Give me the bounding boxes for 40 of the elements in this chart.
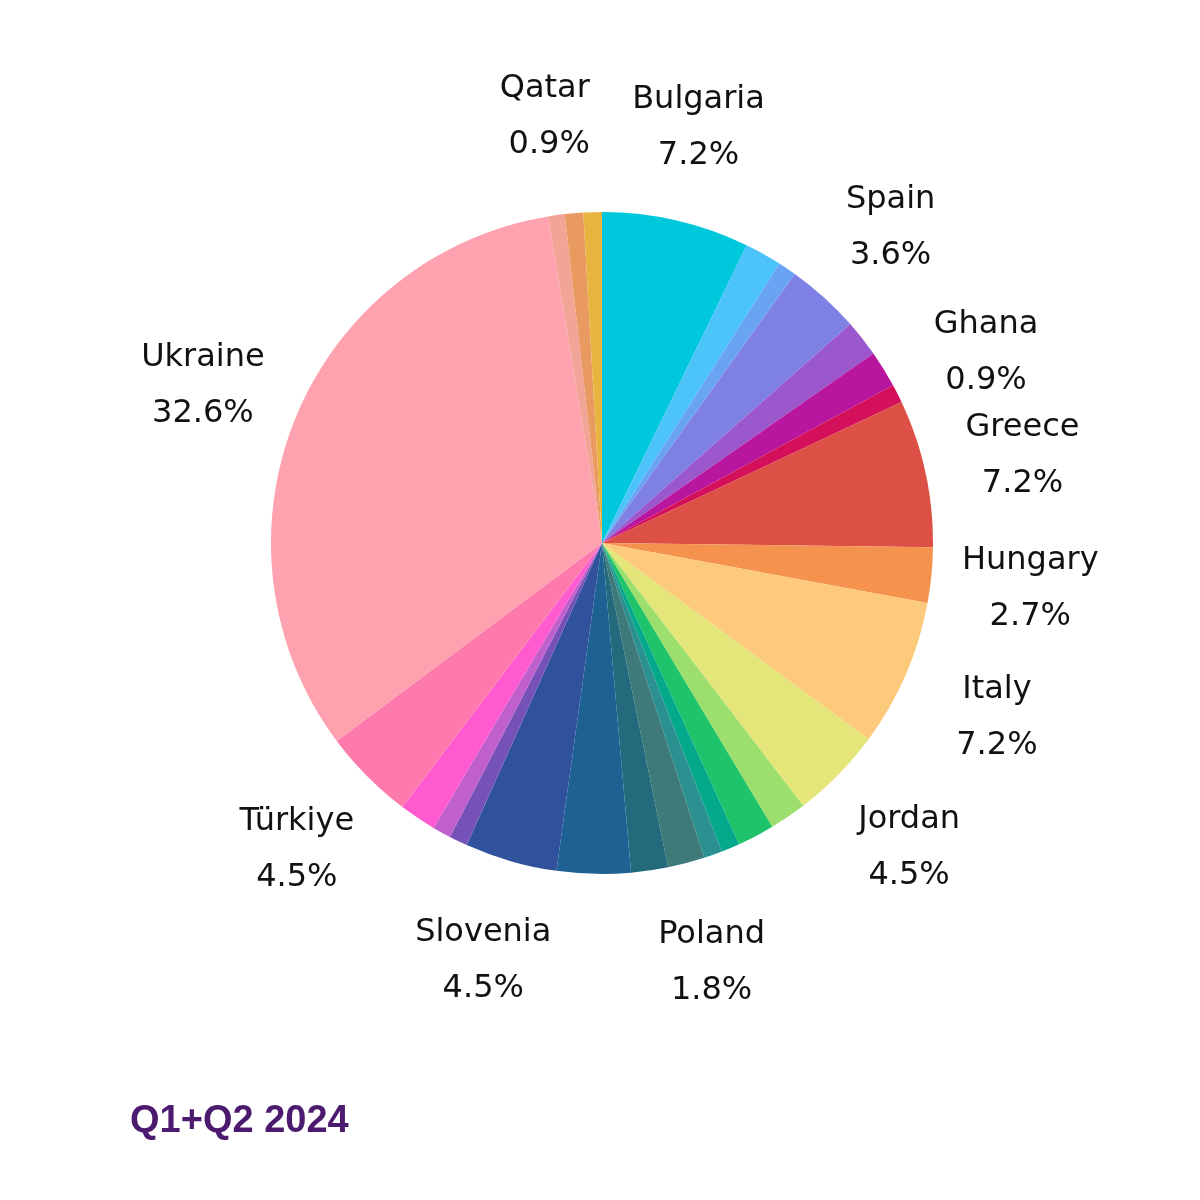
- pie-slice: [602, 543, 804, 827]
- pie-slice: [271, 216, 602, 741]
- data-label: 7.2%: [981, 461, 1064, 500]
- data-label: 7.2%: [956, 723, 1038, 762]
- pie-slice: [602, 353, 894, 543]
- pie-slice: [336, 543, 602, 808]
- slice-label: Slovenia: [415, 910, 552, 949]
- slice-label: Bulgaria: [632, 77, 765, 116]
- pie-slice: [402, 543, 602, 828]
- data-label: 4.5%: [868, 854, 950, 893]
- data-label: 1.8%: [670, 969, 753, 1008]
- data-label: 7.2%: [657, 133, 740, 172]
- data-label: 3.6%: [849, 233, 932, 272]
- pie-slice: [602, 402, 933, 548]
- data-label: 0.9%: [945, 358, 1027, 397]
- pie-slice: [602, 543, 869, 806]
- pie-slice: [602, 543, 933, 603]
- slice-label: Spain: [845, 177, 936, 216]
- slice-label: Ukraine: [141, 336, 265, 375]
- data-label: 2.7%: [989, 594, 1071, 633]
- data-label: 4.5%: [442, 966, 524, 1005]
- pie-slice: [602, 324, 874, 543]
- slice-label: Italy: [962, 667, 1032, 706]
- pie-slice: [602, 274, 851, 543]
- pie-slice: [602, 212, 747, 543]
- slice-label: Poland: [658, 913, 766, 952]
- slice-label: Greece: [965, 405, 1080, 444]
- pie-slice: [548, 214, 602, 543]
- data-label: 32.6%: [152, 392, 254, 431]
- data-label: 0.9%: [508, 122, 590, 161]
- text: Q1+Q2 2024: [130, 1098, 349, 1140]
- pie-slice: [466, 543, 602, 871]
- slice-label: Qatar: [499, 66, 591, 105]
- pie-slice: [602, 543, 669, 873]
- data-label: 4.5%: [256, 856, 338, 895]
- slice-label: Hungary: [961, 538, 1099, 577]
- slice-label: Ghana: [933, 302, 1039, 341]
- slice-label: Türkiye: [238, 800, 355, 839]
- slice-label: Jordan: [856, 798, 961, 837]
- pie-slice: [602, 543, 928, 740]
